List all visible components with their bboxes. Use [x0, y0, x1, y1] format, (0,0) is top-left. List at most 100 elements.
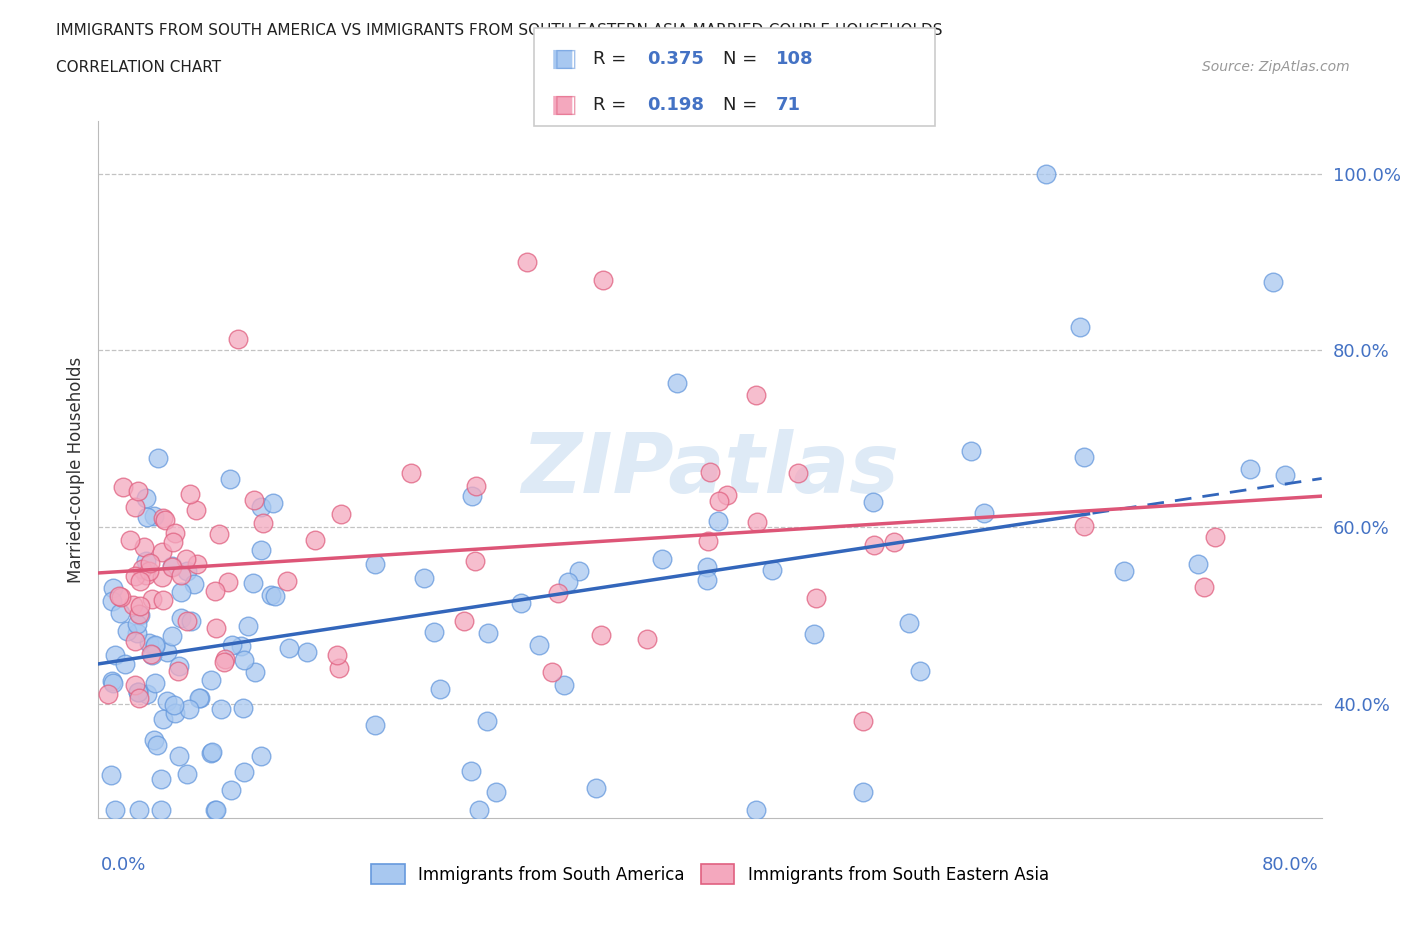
Point: [131, 562, 153, 577]
Point: [804, 591, 827, 605]
Point: [233, 764, 256, 779]
Point: [262, 496, 284, 511]
Point: [1112, 564, 1135, 578]
Point: [127, 617, 149, 631]
Point: [122, 597, 145, 612]
Point: [138, 636, 160, 651]
Point: [706, 513, 728, 528]
Point: [328, 660, 350, 675]
Point: [761, 563, 783, 578]
Point: [176, 614, 198, 629]
Point: [100, 767, 122, 782]
Point: [252, 515, 274, 530]
Point: [460, 764, 482, 778]
Point: [745, 387, 768, 402]
Point: [101, 676, 124, 691]
Point: [219, 472, 242, 486]
Point: [150, 771, 173, 786]
Text: Source: ZipAtlas.com: Source: ZipAtlas.com: [1202, 60, 1350, 74]
Text: R =: R =: [593, 49, 633, 68]
Point: [187, 690, 209, 705]
Point: [464, 553, 486, 568]
Point: [104, 647, 127, 662]
Point: [304, 533, 326, 548]
Point: [112, 480, 135, 495]
Point: [243, 493, 266, 508]
Point: [124, 569, 146, 584]
Point: [229, 638, 252, 653]
Point: [468, 803, 491, 817]
Point: [141, 646, 163, 661]
Point: [214, 651, 236, 666]
Point: [163, 698, 186, 712]
Point: [110, 605, 132, 620]
Point: [295, 644, 318, 659]
Point: [232, 701, 254, 716]
Point: [592, 272, 614, 287]
Point: [260, 588, 283, 603]
Point: [557, 575, 579, 590]
Point: [101, 580, 124, 595]
Point: [170, 585, 193, 600]
Point: [516, 255, 538, 270]
Point: [707, 493, 730, 508]
Point: [1239, 462, 1261, 477]
Point: [477, 626, 499, 641]
Point: [170, 568, 193, 583]
Point: [862, 495, 884, 510]
Point: [128, 607, 150, 622]
Point: [150, 803, 173, 817]
Point: [200, 746, 222, 761]
Point: [143, 733, 166, 748]
Point: [128, 803, 150, 817]
Point: [1035, 166, 1057, 181]
Point: [176, 564, 198, 578]
Text: 108: 108: [776, 49, 814, 68]
Point: [167, 749, 190, 764]
Point: [127, 626, 149, 641]
Point: [186, 556, 208, 571]
Text: IMMIGRANTS FROM SOUTH AMERICA VS IMMIGRANTS FROM SOUTH EASTERN ASIA MARRIED-COUP: IMMIGRANTS FROM SOUTH AMERICA VS IMMIGRA…: [56, 23, 943, 38]
Point: [188, 691, 211, 706]
Point: [138, 564, 160, 578]
Point: [423, 625, 446, 640]
Point: [101, 673, 124, 688]
Point: [118, 532, 141, 547]
Point: [863, 538, 886, 552]
Point: [208, 526, 231, 541]
Point: [1274, 468, 1296, 483]
Point: [1192, 579, 1215, 594]
Point: [1073, 518, 1095, 533]
Point: [250, 542, 273, 557]
Point: [170, 611, 193, 626]
Point: [1073, 449, 1095, 464]
Point: [636, 631, 658, 646]
Point: [665, 375, 688, 390]
Point: [453, 614, 475, 629]
Text: 80.0%: 80.0%: [1263, 856, 1319, 873]
Point: [221, 637, 243, 652]
Point: [364, 557, 387, 572]
Point: [156, 644, 179, 659]
Point: [135, 567, 157, 582]
Text: ■: ■: [551, 46, 575, 71]
Point: [204, 803, 226, 817]
Point: [142, 508, 165, 523]
Point: [97, 686, 120, 701]
Point: [200, 672, 222, 687]
Point: [127, 684, 149, 699]
Point: [160, 560, 183, 575]
Point: [883, 534, 905, 549]
Text: R =: R =: [593, 96, 633, 114]
Legend: Immigrants from South America, Immigrants from South Eastern Asia: Immigrants from South America, Immigrant…: [364, 857, 1056, 890]
Point: [150, 569, 173, 584]
Point: [167, 658, 190, 673]
Point: [143, 638, 166, 653]
Point: [101, 593, 124, 608]
Text: 71: 71: [776, 96, 801, 114]
Point: [176, 766, 198, 781]
Point: [277, 640, 299, 655]
Text: ZIPatlas: ZIPatlas: [522, 429, 898, 511]
Point: [696, 560, 718, 575]
Point: [115, 624, 138, 639]
